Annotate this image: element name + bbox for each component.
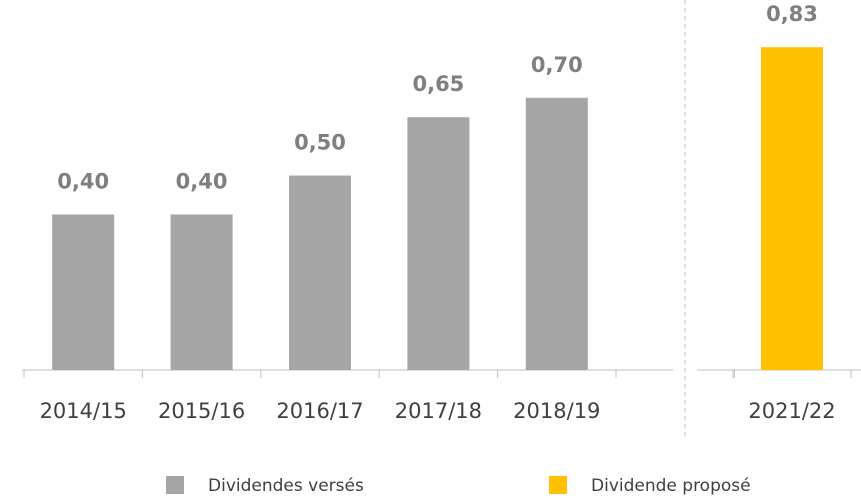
data-label: 0,40 — [57, 169, 109, 193]
bar — [761, 47, 823, 370]
x-tick-label: 2016/17 — [276, 399, 363, 423]
bar — [407, 117, 470, 370]
x-tick-label: 2017/18 — [395, 399, 482, 423]
legend-swatch — [166, 476, 184, 494]
bar — [170, 214, 233, 370]
x-tick-label: 2014/15 — [40, 399, 127, 423]
x-tick-label: 2021/22 — [748, 399, 835, 423]
bar — [525, 97, 588, 371]
data-label: 0,83 — [766, 2, 818, 26]
x-tick-label: 2015/16 — [158, 399, 245, 423]
data-label: 0,40 — [176, 169, 228, 193]
legend-label: Dividende proposé — [591, 476, 751, 496]
data-label: 0,65 — [412, 72, 464, 96]
legend-label: Dividendes versés — [208, 476, 364, 496]
data-label: 0,70 — [531, 53, 583, 77]
bar — [52, 214, 115, 370]
bar — [289, 175, 351, 370]
data-label: 0,50 — [294, 131, 346, 155]
legend-swatch — [549, 476, 567, 494]
x-tick-label: 2018/19 — [513, 399, 600, 423]
